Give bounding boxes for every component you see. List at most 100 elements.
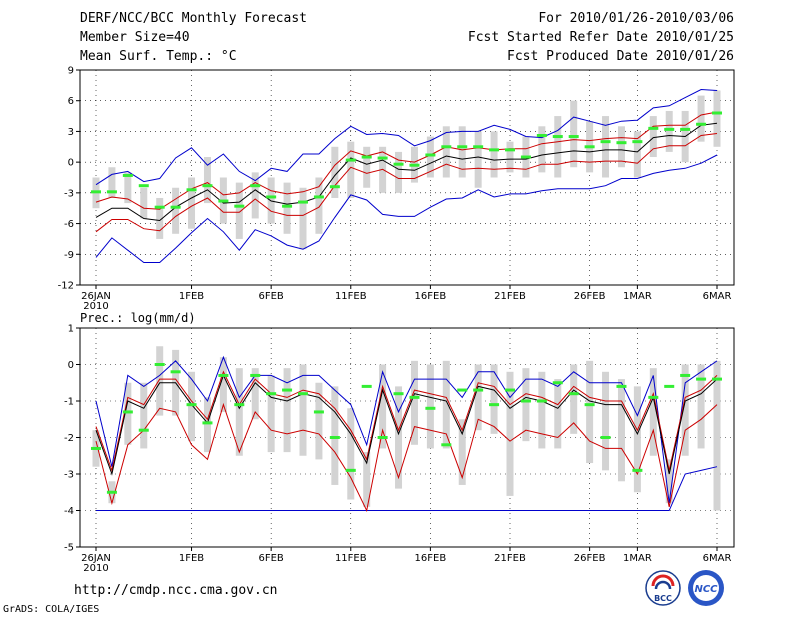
obs-marker (425, 406, 436, 410)
obs-marker (154, 363, 165, 366)
obs-marker (361, 155, 372, 159)
obs-marker (345, 158, 356, 162)
spread-box (586, 360, 594, 464)
obs-marker (218, 199, 229, 203)
spread-box (665, 459, 673, 504)
obs-marker (520, 399, 531, 403)
obs-marker (552, 381, 563, 385)
year-label: 2010 (83, 301, 108, 312)
obs-marker (409, 163, 420, 167)
y-tick-label: 1 (68, 324, 74, 335)
spread-box (267, 375, 275, 453)
obs-marker (600, 436, 611, 439)
spread-box (347, 408, 355, 500)
obs-marker (696, 122, 707, 126)
spread-box (538, 126, 546, 173)
y-tick-label: -4 (64, 506, 74, 517)
obs-marker (313, 410, 324, 414)
ensemble-mean-line (95, 122, 718, 222)
obs-marker (170, 205, 181, 209)
spread-box (299, 187, 307, 250)
obs-marker (361, 384, 372, 388)
spread-box (713, 90, 721, 147)
obs-marker (568, 392, 579, 396)
obs-marker (106, 490, 117, 494)
obs-marker (584, 403, 595, 407)
obs-marker (393, 392, 404, 396)
obs-marker (648, 395, 659, 399)
obs-marker (441, 443, 452, 447)
spread-box (490, 131, 498, 178)
obs-marker (122, 410, 133, 414)
spread-box (506, 141, 514, 173)
x-tick-label: 6MAR (703, 291, 732, 302)
spread-box (347, 141, 355, 198)
obs-marker (313, 195, 324, 199)
obs-marker (329, 185, 340, 189)
x-tick-label: 26FEB (574, 291, 606, 302)
obs-marker (680, 373, 691, 377)
y-tick-label: 6 (68, 96, 74, 107)
obs-marker (170, 370, 181, 374)
obs-marker (648, 126, 659, 130)
obs-marker (266, 392, 277, 396)
spread-box (602, 116, 610, 178)
spread-box (410, 360, 418, 445)
year-label: 2010 (83, 563, 108, 574)
spread-box (188, 371, 196, 442)
spread-box (235, 182, 243, 239)
ensemble-mean-line (95, 374, 718, 476)
y-tick-label: 9 (68, 66, 74, 77)
obs-marker (377, 436, 388, 439)
spread-box (203, 397, 211, 453)
precipitation-panel: 1 0 -1 -2 -3 -4 -5 26JAN 1FEB 6FEB 11FEB 16FEB 21FEB… (64, 324, 735, 574)
spread-box (458, 419, 466, 485)
obs-marker (664, 384, 675, 388)
obs-marker (393, 162, 404, 166)
spread-box (315, 382, 323, 460)
spread-box (203, 157, 211, 204)
x-tick-label: 6MAR (703, 553, 732, 564)
envelope-min-line (95, 88, 718, 186)
obs-marker (91, 446, 101, 450)
obs-marker (696, 377, 707, 381)
obs-marker (489, 148, 500, 152)
obs-marker (377, 156, 388, 160)
x-tick-label: 16FEB (415, 553, 447, 564)
obs-marker (122, 173, 133, 177)
spread-box (649, 116, 657, 158)
obs-marker (712, 111, 722, 115)
x-tick-label: 26FEB (574, 553, 606, 564)
spread-box (617, 126, 625, 168)
y-tick-label: -9 (64, 250, 74, 261)
x-tick-label: 21FEB (494, 291, 526, 302)
spread-box (538, 371, 546, 449)
spread-box (649, 368, 657, 456)
spread-box (140, 382, 148, 449)
y-tick-label: -6 (64, 219, 74, 230)
spread-box (235, 368, 243, 456)
obs-marker (680, 127, 691, 131)
spread-box (283, 182, 291, 234)
y-tick-label: 0 (68, 360, 74, 371)
spread-box (395, 386, 403, 489)
spread-box (156, 346, 164, 416)
x-tick-label: 26JAN (81, 553, 111, 564)
obs-marker (298, 392, 308, 396)
obs-marker (616, 384, 627, 388)
source-url[interactable]: http://cmdp.ncc.cma.gov.cn (74, 583, 278, 598)
spread-box (124, 172, 132, 204)
obs-marker (568, 135, 579, 139)
obs-marker (138, 184, 149, 188)
obs-marker (632, 468, 643, 472)
obs-marker (505, 148, 515, 152)
obs-marker (345, 468, 356, 472)
x-tick-label: 1FEB (179, 291, 204, 302)
obs-marker (473, 145, 484, 149)
x-tick-label: 11FEB (335, 291, 367, 302)
spread-box (570, 364, 578, 434)
spread-box (251, 172, 259, 219)
spread-lower-line (95, 402, 718, 513)
envelope-min-line (96, 466, 718, 511)
spread-box (442, 360, 450, 449)
